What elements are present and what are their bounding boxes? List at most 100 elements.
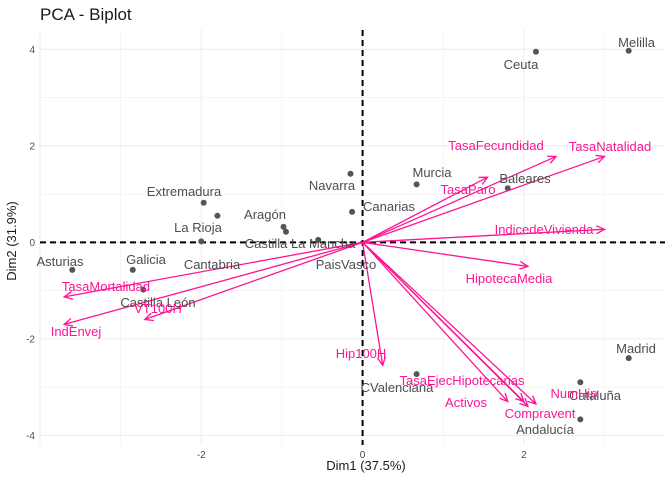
variable-label: HipotecaMedia [466, 271, 553, 286]
arrow-shaft [362, 241, 528, 268]
point-castilla-león [140, 286, 147, 293]
data-labels: Melilla Ceuta Baleares Murcia Navarra Canaria… [37, 35, 656, 437]
x-tick-label: -2 [197, 450, 206, 461]
arrow-head [595, 225, 607, 235]
point-aragón [280, 223, 287, 230]
x-tick-label: 2 [521, 450, 527, 461]
variable-label: TasaMortalidad [62, 279, 150, 294]
arrow-head [595, 154, 606, 164]
point-label: Baleares [499, 171, 551, 186]
point-castilla-la-mancha [282, 228, 289, 235]
variable-label: NumHip [551, 386, 598, 401]
point-canarias [349, 208, 356, 215]
arrow-shaft [362, 241, 529, 407]
x-tick-label: 0 [360, 450, 366, 461]
y-tick-label: -2 [26, 334, 35, 345]
point-navarra [347, 170, 354, 177]
arrow-head [143, 312, 154, 322]
variable-label: TasaNatalidad [569, 139, 651, 154]
arrow-hipotecamedia [362, 241, 530, 270]
point-cantabria [214, 212, 221, 219]
reference-lines [40, 30, 665, 445]
arrow-tasamortalidad [62, 241, 363, 300]
arrow-tasafecundidad [362, 155, 558, 243]
point-label: Castilla La Mancha [245, 236, 356, 251]
arrow-head [377, 356, 386, 367]
arrow-shaft [64, 241, 363, 325]
point-label: Extremadura [147, 184, 222, 199]
point-label: Castilla León [120, 295, 195, 310]
arrow-hip100h [361, 242, 386, 367]
variable-label: Compravent [505, 406, 576, 421]
variable-arrows [62, 154, 607, 408]
point-label: Madrid [616, 341, 656, 356]
point-murcia [413, 181, 420, 188]
chart-title: PCA - Biplot [40, 5, 132, 24]
point-label: Asturias [37, 254, 84, 269]
y-axis-title: Dim2 (31.9%) [4, 201, 19, 280]
point-paisvasco [315, 236, 322, 243]
variable-label: VT100H [134, 301, 182, 316]
arrow-head [499, 392, 509, 403]
arrow-numhip [362, 241, 538, 406]
y-tick-label: 2 [29, 141, 35, 152]
arrow-head [519, 397, 529, 408]
arrow-head [62, 291, 74, 300]
arrow-shaft [362, 241, 537, 405]
point-asturias [69, 266, 76, 273]
variable-label: IndicedeVivienda [495, 222, 595, 237]
arrow-head [547, 155, 558, 164]
point-extremadura [200, 199, 207, 206]
arrow-head [519, 260, 530, 270]
point-label: Canarias [363, 199, 416, 214]
arrow-shaft [361, 242, 384, 366]
point-ceuta [532, 48, 539, 55]
arrow-shaft [362, 155, 557, 243]
point-label: Navarra [309, 178, 356, 193]
arrow-compravent [362, 241, 529, 408]
point-label: Murcia [412, 165, 452, 180]
point-label: Galicia [126, 252, 167, 267]
point-label: Cataluña [569, 388, 622, 403]
variable-label: TasaParo [441, 182, 496, 197]
point-label: PaisVasco [316, 257, 376, 272]
arrow-shaft [362, 155, 605, 243]
point-cataluña [577, 379, 584, 386]
point-cvalenciana [413, 371, 420, 378]
arrow-indenvej [62, 241, 363, 327]
point-label: Aragón [244, 207, 286, 222]
variable-label: TasaFecundidad [448, 138, 543, 153]
arrow-tasaparo [362, 176, 489, 243]
arrow-head [478, 176, 489, 185]
arrow-indicedevivienda [362, 225, 607, 243]
variable-label: IndEnvej [51, 324, 102, 339]
arrow-shaft [362, 176, 488, 243]
point-label: Ceuta [504, 57, 539, 72]
x-axis-title: Dim1 (37.5%) [326, 458, 405, 473]
tick-labels: -2 0 2 -4 -2 0 2 4 [26, 45, 527, 461]
arrow-activos [362, 241, 509, 403]
arrow-head [527, 395, 538, 406]
arrow-shaft [362, 228, 605, 243]
variable-label: Hip100H [336, 346, 387, 361]
point-galicia [129, 266, 136, 273]
y-tick-label: -4 [26, 431, 35, 442]
point-label: La Rioja [174, 220, 222, 235]
variable-label: TasaEjecHipotecarias [399, 373, 525, 388]
point-melilla [625, 47, 632, 54]
arrow-shaft [64, 241, 363, 298]
y-tick-label: 4 [29, 45, 35, 56]
point-madrid [625, 355, 632, 362]
y-tick-label: 0 [29, 238, 35, 249]
point-markers [69, 47, 632, 423]
arrow-tasanatalidad [362, 154, 606, 243]
arrow-head [62, 317, 74, 327]
point-label: CValenciana [361, 380, 435, 395]
variable-label: Activos [445, 395, 487, 410]
point-andalucía [577, 416, 584, 423]
point-label: Andalucía [516, 422, 575, 437]
arrow-shaft [144, 241, 363, 321]
point-label: Melilla [618, 35, 656, 50]
point-la-rioja [198, 238, 205, 245]
